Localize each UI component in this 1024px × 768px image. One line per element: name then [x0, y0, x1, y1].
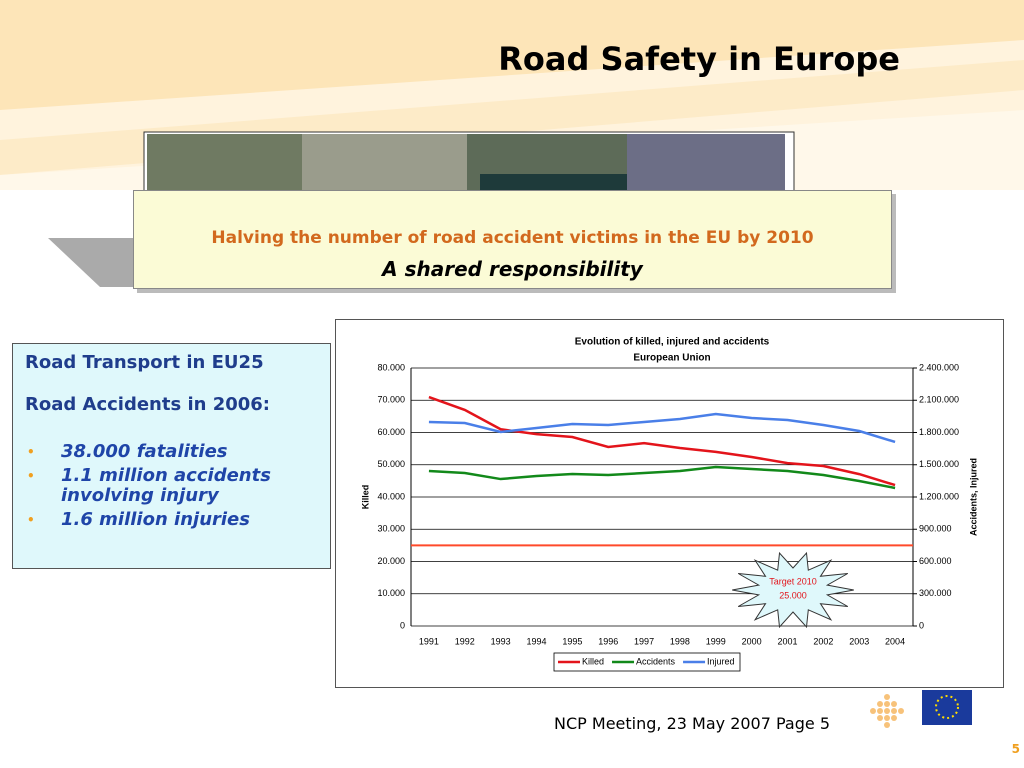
x-tick-label: 2001	[777, 636, 797, 646]
heading: Road Transport in EU25	[25, 352, 264, 373]
x-tick-label: 1991	[419, 636, 439, 646]
chart: Evolution of killed, injured and acciden…	[360, 337, 978, 672]
x-tick-label: 2003	[849, 636, 869, 646]
page-number: 5	[1011, 742, 1020, 756]
bullet-list: 38.000 fatalities 1.1 million accidents …	[13, 442, 330, 531]
y2-tick-label: 0	[919, 620, 924, 630]
series-line	[428, 465, 896, 490]
y-tick-label: 30.000	[377, 524, 405, 534]
x-tick-label: 2004	[885, 636, 905, 646]
x-tick-label: 1999	[706, 636, 726, 646]
x-tick-label: 2000	[742, 636, 762, 646]
y-tick-label: 60.000	[377, 427, 405, 437]
y-tick-label: 0	[400, 620, 405, 630]
bullet: 38.000 fatalities	[27, 442, 330, 463]
stripe	[0, 0, 1024, 110]
y-tick-label: 80.000	[377, 362, 405, 372]
y2-tick-label: 2.400.000	[919, 362, 959, 372]
callout-value: 25.000	[779, 590, 807, 600]
chart-frame: Evolution of killed, injured and acciden…	[335, 319, 1004, 688]
x-tick-label: 1993	[491, 636, 511, 646]
slide-title: Road Safety in Europe	[498, 40, 900, 78]
callout-name: Target 2010	[769, 576, 817, 586]
x-tick-label: 1996	[598, 636, 618, 646]
y-tick-label: 50.000	[377, 459, 405, 469]
headline: Halving the number of road accident vict…	[211, 228, 814, 248]
y-tick-label: 10.000	[377, 588, 405, 598]
y2-tick-label: 600.000	[919, 556, 952, 566]
y2-tick-label: 300.000	[919, 588, 952, 598]
footer: NCP Meeting, 23 May 2007 Page 5	[554, 714, 830, 733]
legend: Killed Accidents Injured	[553, 652, 741, 672]
x-tick-label: 1992	[455, 636, 475, 646]
eu-stars	[935, 695, 959, 719]
info-box: Road Transport in EU25 Road Accidents in…	[12, 343, 331, 569]
y-tick-label: 70.000	[377, 395, 405, 405]
legend-label: Injured	[707, 656, 735, 666]
logo-dots	[870, 694, 904, 728]
y-tick-label: 40.000	[377, 491, 405, 501]
x-tick-label: 1997	[634, 636, 654, 646]
legend-box	[553, 652, 741, 672]
heading: Road Accidents in 2006:	[25, 394, 271, 415]
series-line	[428, 412, 896, 444]
chart-subtitle: European Union	[633, 353, 710, 364]
tagline: A shared responsibility	[382, 257, 643, 281]
y2-tick-label: 900.000	[919, 524, 952, 534]
y2-axis-label: Accidents, Injured	[968, 458, 978, 536]
bullet: 1.1 million accidents involving injury	[27, 466, 291, 506]
banner: Halving the number of road accident vict…	[133, 190, 892, 289]
y2-tick-label: 1.200.000	[919, 491, 959, 501]
y2-tick-label: 1.500.000	[919, 459, 959, 469]
y2-tick-label: 1.800.000	[919, 427, 959, 437]
y2-tick-label: 2.100.000	[919, 395, 959, 405]
x-tick-label: 1998	[670, 636, 690, 646]
x-tick-label: 1995	[562, 636, 582, 646]
legend-label: Accidents	[636, 656, 676, 666]
y-axis-label: Killed	[360, 485, 370, 510]
y-tick-label: 20.000	[377, 556, 405, 566]
legend-label: Killed	[582, 656, 604, 666]
x-tick-label: 1994	[526, 636, 546, 646]
bullet: 1.6 million injuries	[27, 510, 330, 531]
banner-tab	[48, 238, 133, 287]
x-tick-label: 2002	[813, 636, 833, 646]
callout-burst	[732, 551, 854, 629]
chart-title: Evolution of killed, injured and acciden…	[575, 337, 770, 348]
